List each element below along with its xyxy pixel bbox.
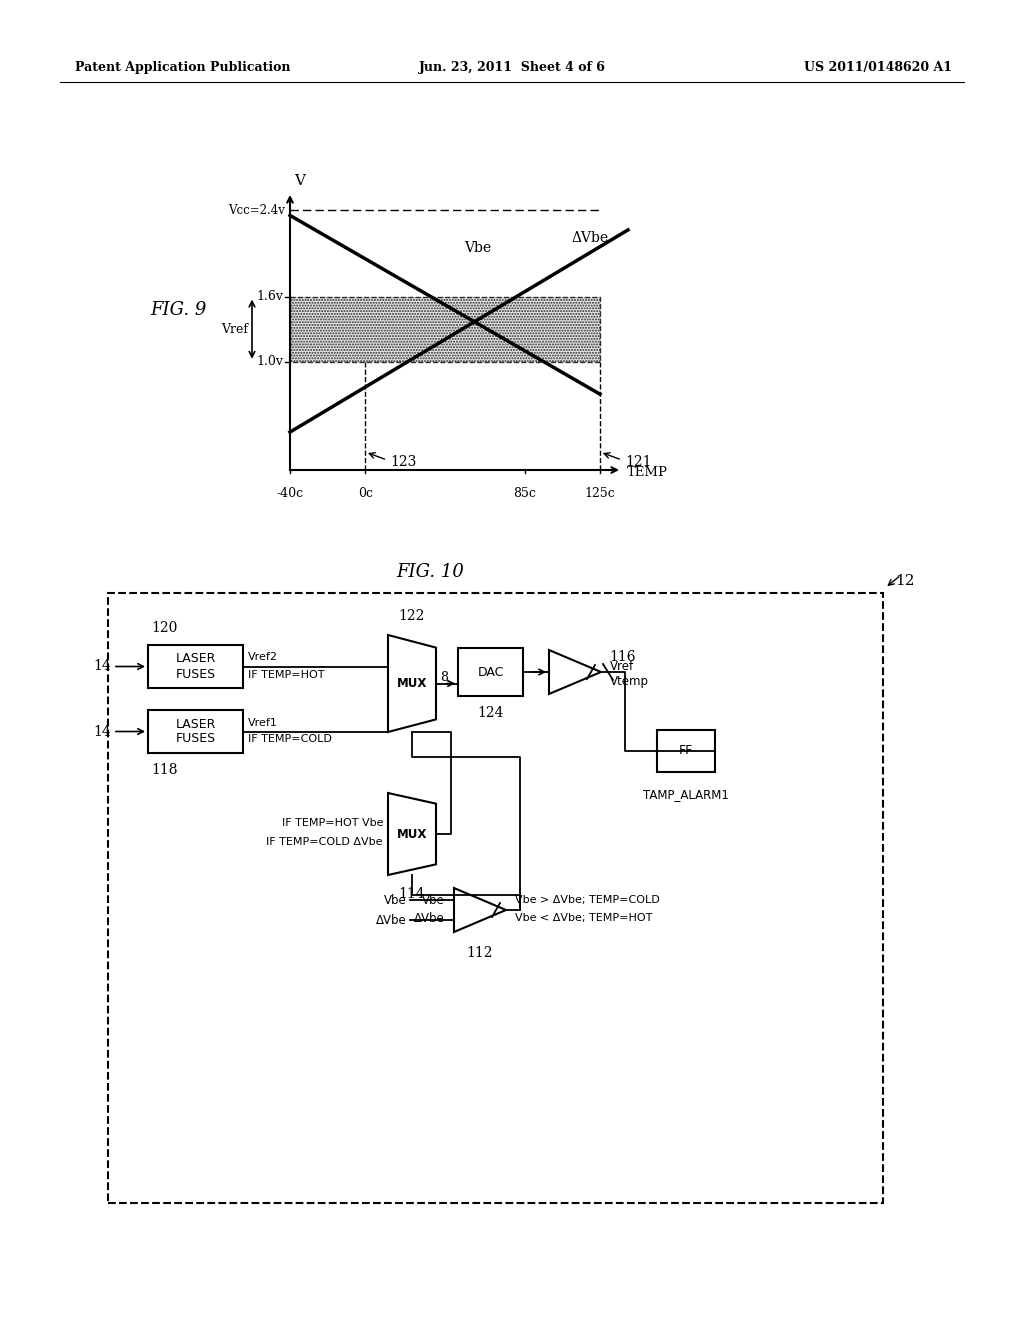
Text: 125c: 125c <box>585 487 615 500</box>
Polygon shape <box>549 649 601 694</box>
Text: DAC: DAC <box>477 665 504 678</box>
Text: 122: 122 <box>398 609 425 623</box>
Text: V: V <box>294 174 305 187</box>
Text: Vref: Vref <box>221 322 248 335</box>
Bar <box>108 593 883 1203</box>
Text: Vbe < ΔVbe; TEMP=HOT: Vbe < ΔVbe; TEMP=HOT <box>515 913 652 923</box>
Polygon shape <box>388 793 436 875</box>
Text: US 2011/0148620 A1: US 2011/0148620 A1 <box>804 61 952 74</box>
Text: Vbe: Vbe <box>422 894 445 907</box>
Text: 123: 123 <box>390 455 417 469</box>
Polygon shape <box>454 888 506 932</box>
Text: Patent Application Publication: Patent Application Publication <box>75 61 291 74</box>
Text: Vcc=2.4v: Vcc=2.4v <box>228 203 285 216</box>
Polygon shape <box>388 635 436 733</box>
Text: LASER
FUSES: LASER FUSES <box>175 652 216 681</box>
Text: Jun. 23, 2011  Sheet 4 of 6: Jun. 23, 2011 Sheet 4 of 6 <box>419 61 605 74</box>
Text: LASER
FUSES: LASER FUSES <box>175 718 216 746</box>
Text: Vref2: Vref2 <box>248 652 278 663</box>
Text: 118: 118 <box>151 763 177 777</box>
Text: Vtemp: Vtemp <box>610 676 649 689</box>
Text: 124: 124 <box>477 706 504 719</box>
Text: FIG. 9: FIG. 9 <box>150 301 207 319</box>
Bar <box>657 730 715 772</box>
Bar <box>290 297 600 362</box>
Text: 1.0v: 1.0v <box>256 355 283 368</box>
Text: Vbe: Vbe <box>384 894 407 907</box>
Text: IF TEMP=COLD: IF TEMP=COLD <box>248 734 332 744</box>
Text: FIG. 10: FIG. 10 <box>396 564 464 581</box>
Text: 12: 12 <box>895 574 914 587</box>
Text: 14: 14 <box>93 660 111 673</box>
Bar <box>148 645 243 688</box>
Text: -40c: -40c <box>276 487 303 500</box>
Text: 85c: 85c <box>513 487 537 500</box>
Text: 120: 120 <box>151 620 177 635</box>
Bar <box>458 648 523 696</box>
Bar <box>148 710 243 752</box>
Text: MUX: MUX <box>397 677 427 690</box>
Text: 1.6v: 1.6v <box>256 290 283 304</box>
Text: IF TEMP=HOT: IF TEMP=HOT <box>248 669 325 680</box>
Text: 0c: 0c <box>357 487 373 500</box>
Text: 121: 121 <box>625 455 651 469</box>
Text: 114: 114 <box>398 887 425 902</box>
Text: 8: 8 <box>440 671 449 684</box>
Text: FF: FF <box>679 744 693 758</box>
Text: 112: 112 <box>467 946 494 960</box>
Text: ΔVbe: ΔVbe <box>571 231 609 244</box>
Text: 14: 14 <box>93 725 111 738</box>
Text: 116: 116 <box>609 649 636 664</box>
Text: TEMP: TEMP <box>627 466 668 479</box>
Text: Vbe > ΔVbe; TEMP=COLD: Vbe > ΔVbe; TEMP=COLD <box>515 895 659 906</box>
Text: Vref1: Vref1 <box>248 718 278 727</box>
Text: Vbe: Vbe <box>464 242 492 255</box>
Text: Vref: Vref <box>610 660 634 673</box>
Text: ΔVbe: ΔVbe <box>376 913 407 927</box>
Text: IF TEMP=COLD ΔVbe: IF TEMP=COLD ΔVbe <box>266 837 383 847</box>
Text: IF TEMP=HOT Vbe: IF TEMP=HOT Vbe <box>282 818 383 828</box>
Text: TAMP_ALARM1: TAMP_ALARM1 <box>643 788 729 801</box>
Text: MUX: MUX <box>397 828 427 841</box>
Text: ΔVbe: ΔVbe <box>415 912 445 924</box>
